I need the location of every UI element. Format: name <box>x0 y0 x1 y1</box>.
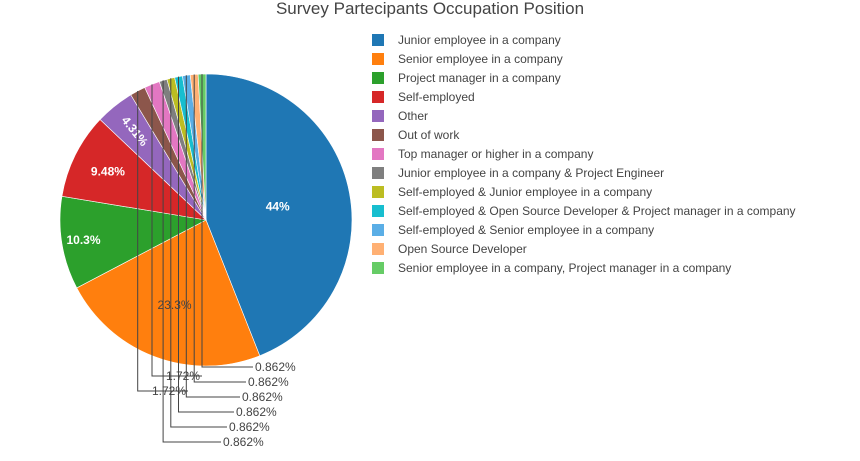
legend-swatch <box>372 53 384 65</box>
legend-item-open-source-developer[interactable]: Open Source Developer <box>372 242 527 256</box>
slice-label: 0.862% <box>242 390 283 404</box>
legend-item-senior-employee-in-a-company-project-manager-in-a-company[interactable]: Senior employee in a company, Project ma… <box>372 261 731 275</box>
slice-label: 10.3% <box>66 233 100 247</box>
legend-item-project-manager-in-a-company[interactable]: Project manager in a company <box>372 71 561 85</box>
legend-swatch <box>372 262 384 274</box>
pie-slice-senior-employee-in-a-company[interactable] <box>76 219 261 367</box>
legend-swatch <box>372 243 384 255</box>
slice-label: 1.72% <box>152 384 186 398</box>
legend-item-self-employed-open-source-developer-project-manager-in-a-company[interactable]: Self-employed & Open Source Developer & … <box>372 204 796 218</box>
legend-swatch <box>372 205 384 217</box>
legend-item-junior-employee-in-a-company[interactable]: Junior employee in a company <box>372 33 561 47</box>
slice-label: 0.862% <box>229 420 270 434</box>
slice-callout-line <box>170 78 227 428</box>
legend-label: Out of work <box>398 128 460 142</box>
legend-label: Junior employee in a company <box>398 33 561 47</box>
legend-item-senior-employee-in-a-company[interactable]: Senior employee in a company <box>372 52 563 66</box>
legend-label: Senior employee in a company <box>398 52 563 66</box>
legend-swatch <box>372 34 384 46</box>
pie-slice-self-employed[interactable] <box>61 119 207 221</box>
legend-swatch <box>372 148 384 160</box>
legend-item-junior-employee-in-a-company-project-engineer[interactable]: Junior employee in a company & Project E… <box>372 166 664 180</box>
legend-label: Other <box>398 109 428 123</box>
chart-title: Survey Partecipants Occupation Position <box>276 0 584 18</box>
slice-callout-line <box>178 76 234 413</box>
legend-label: Self-employed <box>398 90 475 104</box>
legend-label: Senior employee in a company, Project ma… <box>398 261 731 275</box>
slice-label: 0.862% <box>255 360 296 374</box>
slice-label: 0.862% <box>223 435 264 449</box>
pie-slice-junior-employee-in-a-company[interactable] <box>205 73 353 357</box>
slice-label: 0.862% <box>248 375 289 389</box>
slice-label: 0.862% <box>236 405 277 419</box>
legend-item-other[interactable]: Other <box>372 109 428 123</box>
legend-item-self-employed-senior-employee-in-a-company[interactable]: Self-employed & Senior employee in a com… <box>372 223 654 237</box>
legend-swatch <box>372 72 384 84</box>
pie-slice-project-manager-in-a-company[interactable] <box>59 195 207 289</box>
slice-callout-line <box>185 75 240 398</box>
legend-label: Self-employed & Senior employee in a com… <box>398 223 654 237</box>
slice-callout-line <box>162 80 221 443</box>
legend-label: Self-employed & Open Source Developer & … <box>398 204 796 218</box>
legend-label: Junior employee in a company & Project E… <box>398 166 664 180</box>
slice-labels: 44%23.3%10.3%9.48%4.31%1.72%1.72%0.862%0… <box>66 74 296 449</box>
slice-callout-line <box>151 84 202 377</box>
legend-swatch <box>372 110 384 122</box>
legend-item-self-employed-junior-employee-in-a-company[interactable]: Self-employed & Junior employee in a com… <box>372 185 652 199</box>
legend-item-top-manager-or-higher-in-a-company[interactable]: Top manager or higher in a company <box>372 147 593 161</box>
slice-label: 23.3% <box>158 298 192 312</box>
legend-label: Self-employed & Junior employee in a com… <box>398 185 652 199</box>
legend-label: Project manager in a company <box>398 71 561 85</box>
legend-swatch <box>372 167 384 179</box>
legend-swatch <box>372 224 384 236</box>
slice-label: 9.48% <box>91 164 125 178</box>
slice-callout-line <box>193 74 246 383</box>
legend-item-self-employed[interactable]: Self-employed <box>372 90 475 104</box>
legend-swatch <box>372 129 384 141</box>
legend-label: Open Source Developer <box>398 242 527 256</box>
pie-slices <box>59 73 353 367</box>
legend-label: Top manager or higher in a company <box>398 147 593 161</box>
slice-label: 1.72% <box>166 369 200 383</box>
slice-callout-line <box>201 74 253 368</box>
legend-item-out-of-work[interactable]: Out of work <box>372 128 460 142</box>
legend: Junior employee in a company Senior emplo… <box>372 33 796 275</box>
legend-swatch <box>372 91 384 103</box>
slice-label: 44% <box>266 199 290 213</box>
legend-swatch <box>372 186 384 198</box>
